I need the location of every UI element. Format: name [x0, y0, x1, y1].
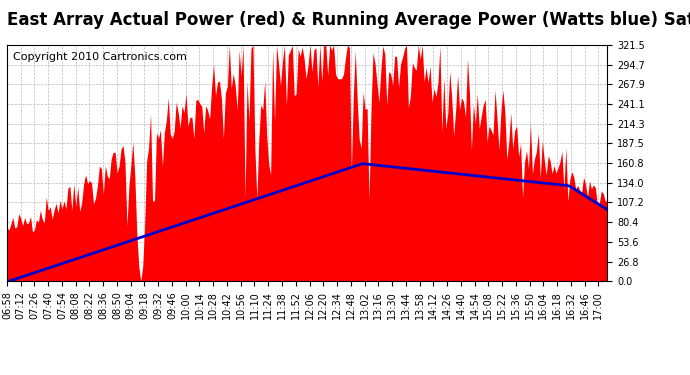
Text: Copyright 2010 Cartronics.com: Copyright 2010 Cartronics.com — [13, 52, 187, 62]
Text: East Array Actual Power (red) & Running Average Power (Watts blue) Sat Feb 20 17: East Array Actual Power (red) & Running … — [7, 11, 690, 29]
